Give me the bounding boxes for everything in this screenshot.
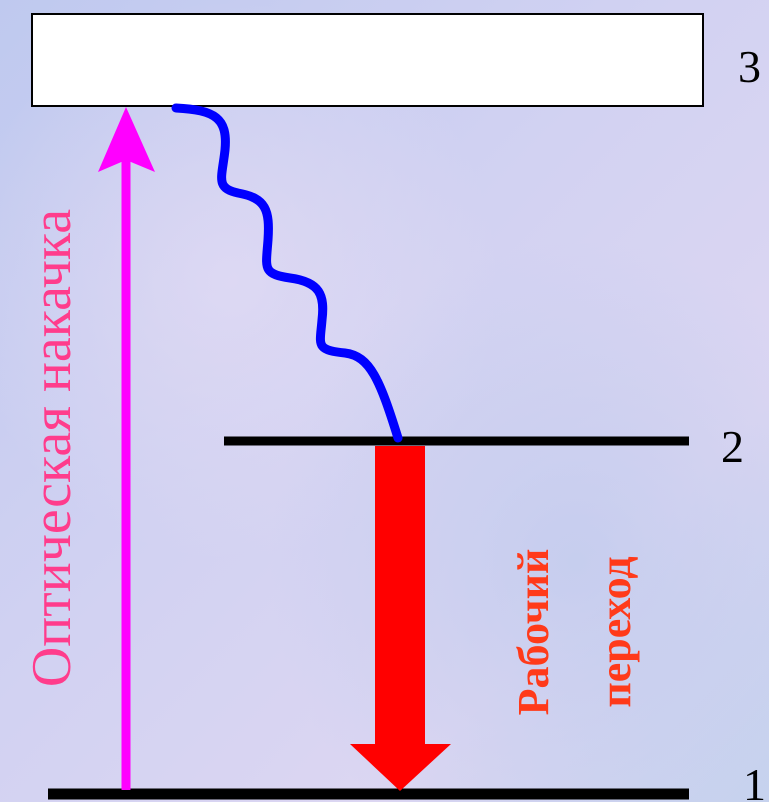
pump-arrow <box>98 107 155 790</box>
working-arrowhead <box>350 744 451 791</box>
nonradiative-transition-wave <box>171 103 403 443</box>
working-arrow-shaft <box>375 446 425 746</box>
pump-arrowhead <box>98 107 155 172</box>
working-transition-label-line1: Рабочий <box>509 549 558 716</box>
energy-level-2-label: 2 <box>721 421 744 472</box>
working-transition-label-line2: переход <box>591 556 640 707</box>
energy-level-3-box <box>31 13 704 107</box>
working-transition-arrow <box>350 446 451 791</box>
energy-level-3-label: 3 <box>738 41 761 92</box>
pump-label: Оптическая накачка <box>21 209 83 687</box>
energy-level-1-label: 1 <box>743 759 766 802</box>
